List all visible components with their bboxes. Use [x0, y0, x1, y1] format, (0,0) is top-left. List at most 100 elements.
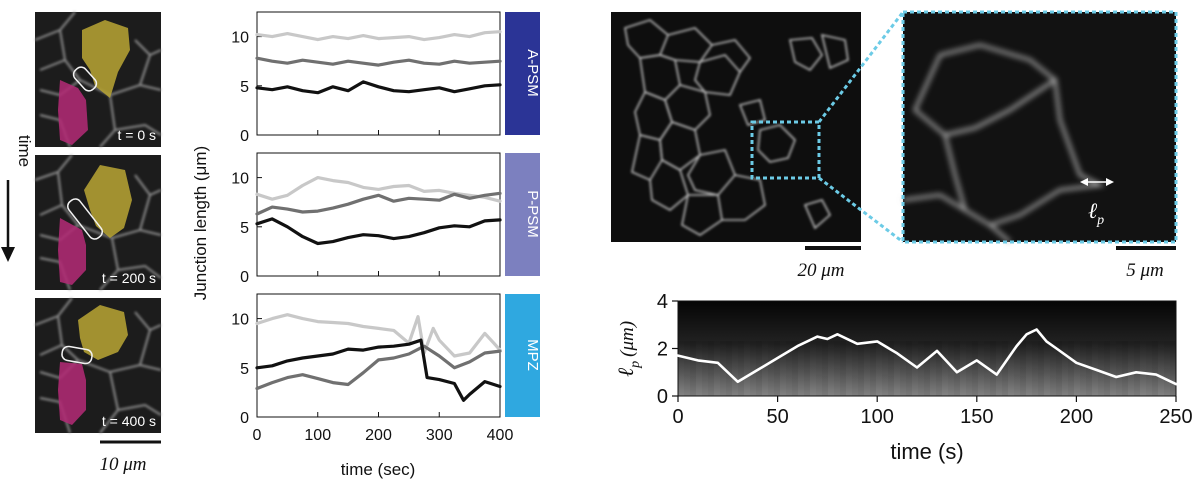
- kymo-texture-column: [1044, 341, 1050, 396]
- scalebar-20um-label: 20 μm: [797, 260, 844, 281]
- series-line-p-psm-2: [255, 217, 502, 246]
- lp-arrow-head-left: [1080, 178, 1088, 186]
- kymo-texture-column: [708, 341, 714, 396]
- kymo-y-tick-label: 2: [657, 339, 668, 361]
- series-line-a-psm-0: [255, 30, 502, 42]
- kymo-texture-column: [936, 341, 942, 396]
- kymograph-image: [678, 301, 1176, 396]
- series-line-a-psm-2: [255, 80, 502, 95]
- micrograph-cells: [624, 19, 849, 236]
- kymo-texture-column: [750, 341, 756, 396]
- kymo-texture-column: [894, 341, 900, 396]
- time-axis-label: time: [15, 135, 34, 167]
- series-line-mpz-2: [255, 338, 502, 402]
- frame-t0: t = 0 s: [34, 11, 162, 148]
- kymo-texture-column: [834, 341, 840, 396]
- kymo-texture-column: [828, 341, 834, 396]
- kymo-texture-column: [738, 341, 744, 396]
- region-tag-mpz: [505, 294, 540, 417]
- kymo-texture-column: [1008, 341, 1014, 396]
- kymo-texture-column: [816, 341, 822, 396]
- kymo-texture-column: [1002, 341, 1008, 396]
- kymo-texture-column: [876, 341, 882, 396]
- kymo-texture-column: [978, 341, 984, 396]
- middle-ylabel: Junction length (μm): [191, 146, 210, 300]
- kymo-texture-column: [942, 341, 948, 396]
- frame-t400: t = 400 s: [34, 297, 162, 434]
- kymo-texture-column: [798, 341, 804, 396]
- kymo-texture-column: [1068, 341, 1074, 396]
- kymo-texture-column: [810, 341, 816, 396]
- micrograph-zoom: [903, 12, 1176, 242]
- kymo-texture-column: [1158, 341, 1164, 396]
- kymo-texture-column: [822, 341, 828, 396]
- kymo-texture-column: [918, 341, 924, 396]
- kymo-texture-column: [690, 341, 696, 396]
- series-line-mpz-1: [255, 344, 502, 391]
- kymo-texture-column: [1164, 341, 1170, 396]
- kymo-texture-column: [786, 341, 792, 396]
- kymo-texture-column: [1056, 341, 1062, 396]
- kymo-texture-column: [1098, 341, 1104, 396]
- kymo-texture-column: [1116, 341, 1122, 396]
- kymo-texture-column: [1020, 341, 1026, 396]
- magenta-cell: [58, 80, 88, 145]
- kymo-texture-column: [1152, 341, 1158, 396]
- y-tick-label: 5: [240, 361, 249, 378]
- kymo-texture-column: [1110, 341, 1116, 396]
- subplot-frame-a-psm: [256, 11, 501, 136]
- kymo-texture-column: [1074, 341, 1080, 396]
- kymo-texture-column: [1014, 341, 1020, 396]
- kymo-texture-column: [678, 341, 684, 396]
- series-line-p-psm-1: [255, 191, 502, 216]
- kymo-x-tick-label: 100: [861, 406, 894, 428]
- kymo-texture-column: [882, 341, 888, 396]
- kymo-texture-column: [1128, 341, 1134, 396]
- series-line-p-psm-0: [255, 176, 502, 203]
- scalebar-5um-label: 5 μm: [1126, 260, 1164, 281]
- yellow-cell-2: [84, 165, 132, 238]
- series-line-a-psm-1: [255, 56, 502, 67]
- y-tick-label: 5: [240, 220, 249, 237]
- kymo-texture-column: [744, 341, 750, 396]
- subplot-a-psm: 0 5 10 A-PSM: [231, 11, 541, 145]
- kymo-x-tick-label: 0: [672, 406, 683, 428]
- kymo-texture-column: [702, 341, 708, 396]
- kymo-texture-column: [966, 341, 972, 396]
- kymo-texture-column: [858, 341, 864, 396]
- x-tick-label: 200: [365, 427, 392, 444]
- x-tick-label: 100: [304, 427, 331, 444]
- kymo-texture-column: [846, 341, 852, 396]
- middle-xlabel: time (sec): [341, 460, 416, 479]
- kymo-x-tick-label: 50: [766, 406, 788, 428]
- region-label-p-psm: P-PSM: [524, 190, 541, 238]
- kymo-texture-column: [1032, 341, 1038, 396]
- frame-label-2: t = 400 s: [102, 413, 156, 429]
- subplot-frame-p-psm: [256, 152, 501, 277]
- kymo-texture-column: [1026, 341, 1032, 396]
- kymo-texture-column: [1038, 341, 1044, 396]
- kymo-texture-column: [900, 341, 906, 396]
- zoom-connector-bottom: [818, 176, 904, 244]
- kymo-texture-column: [804, 341, 810, 396]
- kymo-texture-column: [930, 341, 936, 396]
- region-tag-a-psm: [505, 12, 540, 135]
- kymo-texture-column: [1062, 341, 1068, 396]
- kymo-texture-column: [1050, 341, 1056, 396]
- junction-length-panel: Junction length (μm) 0 5 10 A-PSM 0 5 10 P-P…: [191, 11, 541, 479]
- kymo-texture-column: [906, 341, 912, 396]
- kymo-texture-column: [840, 341, 846, 396]
- lp-label: ℓp: [1088, 198, 1104, 228]
- zoom-cells: [902, 43, 1106, 244]
- kymo-texture-column: [852, 341, 858, 396]
- kymo-y-tick-label: 4: [657, 291, 668, 313]
- zoom-connector-top: [817, 11, 905, 123]
- kymo-texture-column: [774, 341, 780, 396]
- series-line-kymograph-0: [676, 328, 1178, 386]
- kymo-texture-column: [972, 341, 978, 396]
- kymo-texture-column: [1122, 341, 1128, 396]
- yellow-cell-3: [78, 305, 128, 360]
- x-tick-label: 0: [253, 427, 262, 444]
- zoom-region-box: [750, 120, 821, 180]
